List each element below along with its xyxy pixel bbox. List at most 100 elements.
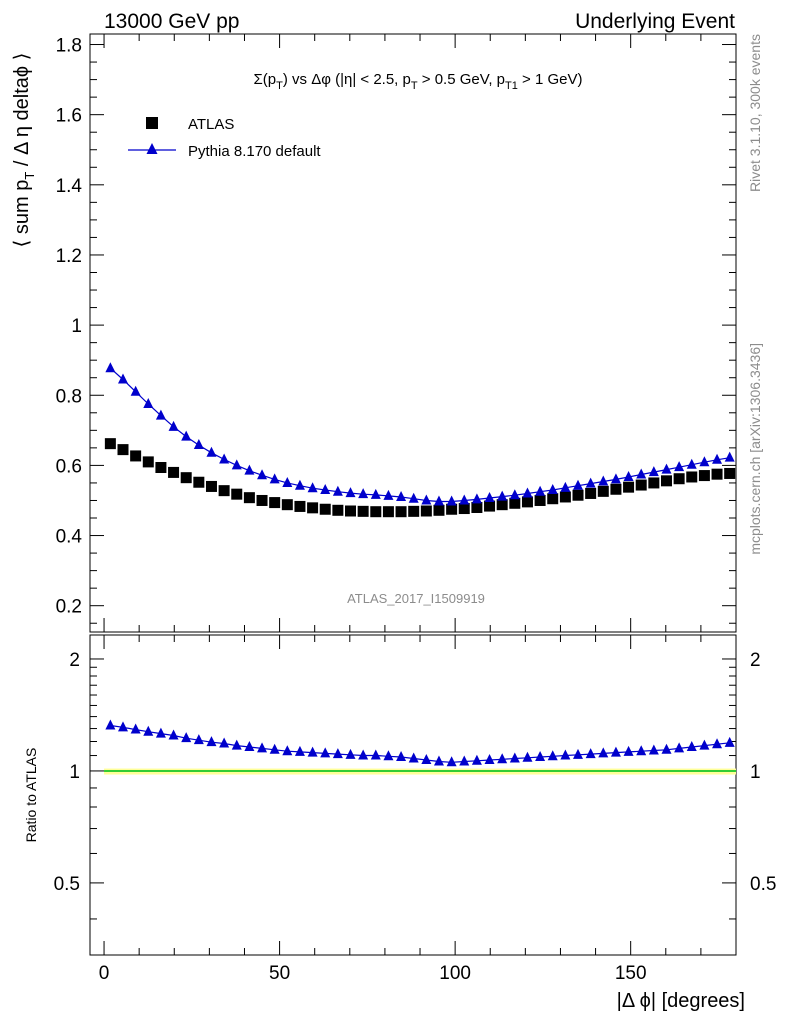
main-series-layer <box>104 362 736 518</box>
pythia-data-point <box>332 485 343 496</box>
atlas-data-point <box>319 503 331 515</box>
atlas-data-point <box>458 503 470 515</box>
ratio-y-axis-label: Ratio to ATLAS <box>23 748 39 843</box>
pythia-data-point <box>699 456 710 467</box>
ratio-pythia-point <box>118 721 129 732</box>
pythia-data-point <box>307 482 318 493</box>
atlas-data-point <box>395 506 407 518</box>
pythia-data-point <box>547 483 558 494</box>
header-left: 13000 GeV pp <box>104 10 239 33</box>
main-y-tick-label: 0.8 <box>56 386 82 407</box>
pythia-data-point <box>585 477 596 488</box>
ratio-pythia-point <box>345 748 356 759</box>
plot-title: Σ(pT) vs Δφ (|η| < 2.5, pT > 0.5 GeV, pT… <box>254 71 583 92</box>
ratio-pythia-point <box>573 748 584 759</box>
ratio-reference-band <box>104 768 737 775</box>
x-axis-label: |Δ ϕ| [degrees] <box>617 990 745 1012</box>
ratio-pythia-point <box>497 753 508 764</box>
ratio-pythia-point <box>433 755 444 766</box>
atlas-data-point <box>117 444 129 456</box>
ratio-pythia-point <box>446 756 457 767</box>
atlas-data-point <box>332 504 344 516</box>
pythia-data-point <box>345 487 356 498</box>
atlas-data-point <box>420 505 432 517</box>
pythia-data-point <box>661 463 672 474</box>
header-right: Underlying Event <box>575 10 735 33</box>
atlas-data-point <box>345 505 357 517</box>
pythia-data-point <box>408 492 419 503</box>
atlas-data-point <box>635 479 647 491</box>
main-y-tick-label: 1 <box>71 316 82 337</box>
analysis-watermark: ATLAS_2017_I1509919 <box>347 591 485 606</box>
atlas-data-point <box>180 472 192 484</box>
pythia-data-point <box>155 409 166 420</box>
pythia-data-point <box>244 464 255 475</box>
ratio-pythia-point <box>257 742 268 753</box>
atlas-data-point <box>724 467 736 479</box>
atlas-data-point <box>597 485 609 497</box>
x-tick-label: 0 <box>99 963 110 984</box>
pythia-data-point <box>219 453 230 464</box>
ratio-pythia-point <box>105 719 116 730</box>
x-tick-label: 50 <box>269 963 290 984</box>
pythia-data-point <box>522 487 533 498</box>
ratio-pythia-point <box>471 754 482 765</box>
atlas-data-point <box>521 496 533 508</box>
legend-pythia-label: Pythia 8.170 default <box>188 143 321 160</box>
pythia-data-point <box>193 439 204 450</box>
ratio-pythia-point <box>674 742 685 753</box>
atlas-data-point <box>218 485 230 497</box>
atlas-data-point <box>307 502 319 514</box>
atlas-data-point <box>660 475 672 487</box>
ratio-pythia-point <box>320 747 331 758</box>
ratio-pythia-point <box>231 739 242 750</box>
pythia-data-point <box>294 479 305 490</box>
ratio-pythia-point <box>332 748 343 759</box>
atlas-data-point <box>623 481 635 493</box>
ratio-pythia-point <box>547 750 558 761</box>
atlas-data-point <box>484 500 496 512</box>
pythia-data-point <box>257 469 268 480</box>
atlas-data-point <box>585 487 597 499</box>
ratio-y-tick-label-right: 0.5 <box>750 874 776 895</box>
atlas-data-point <box>281 499 293 511</box>
legend: ATLAS Pythia 8.170 default <box>128 116 321 160</box>
atlas-data-point <box>243 492 255 504</box>
ratio-pythia-point <box>610 746 621 757</box>
ratio-pythia-point <box>206 736 217 747</box>
pythia-data-point <box>358 488 369 499</box>
ratio-pythia-point <box>699 739 710 750</box>
pythia-data-point <box>383 489 394 500</box>
main-y-tick-label: 0.6 <box>56 456 82 477</box>
ratio-pythia-point <box>143 725 154 736</box>
ratio-pythia-point <box>370 749 381 760</box>
rivet-version-label: Rivet 3.1.10, 300k events <box>747 34 763 192</box>
ratio-pythia-point <box>636 745 647 756</box>
ratio-pythia-point <box>294 745 305 756</box>
atlas-data-point <box>496 499 508 511</box>
pythia-data-point <box>396 490 407 501</box>
ratio-y-tick-label-left: 2 <box>69 650 80 671</box>
legend-pythia-marker <box>146 143 158 154</box>
atlas-data-point <box>205 480 217 492</box>
ratio-pythia-point <box>269 743 280 754</box>
ratio-y-tick-label-left: 1 <box>69 762 80 783</box>
atlas-data-point <box>471 501 483 513</box>
atlas-data-point <box>433 504 445 516</box>
ratio-pythia-point <box>130 723 141 734</box>
main-axis-ticks: 0.2 0.4 0.6 0.8 1 1.2 1.4 1.6 1.8 <box>56 34 736 632</box>
legend-atlas-marker <box>146 117 158 129</box>
atlas-data-point <box>269 497 281 509</box>
pythia-data-point <box>497 490 508 501</box>
ratio-pythia-point <box>509 752 520 763</box>
main-panel-frame <box>89 33 737 633</box>
atlas-data-point <box>231 488 243 500</box>
ratio-pythia-point <box>522 751 533 762</box>
pythia-data-point <box>282 476 293 487</box>
ratio-pythia-point <box>598 747 609 758</box>
atlas-data-point <box>294 500 306 512</box>
pythia-data-point <box>105 362 116 373</box>
atlas-data-point <box>370 506 382 518</box>
ratio-pythia-point <box>686 740 697 751</box>
